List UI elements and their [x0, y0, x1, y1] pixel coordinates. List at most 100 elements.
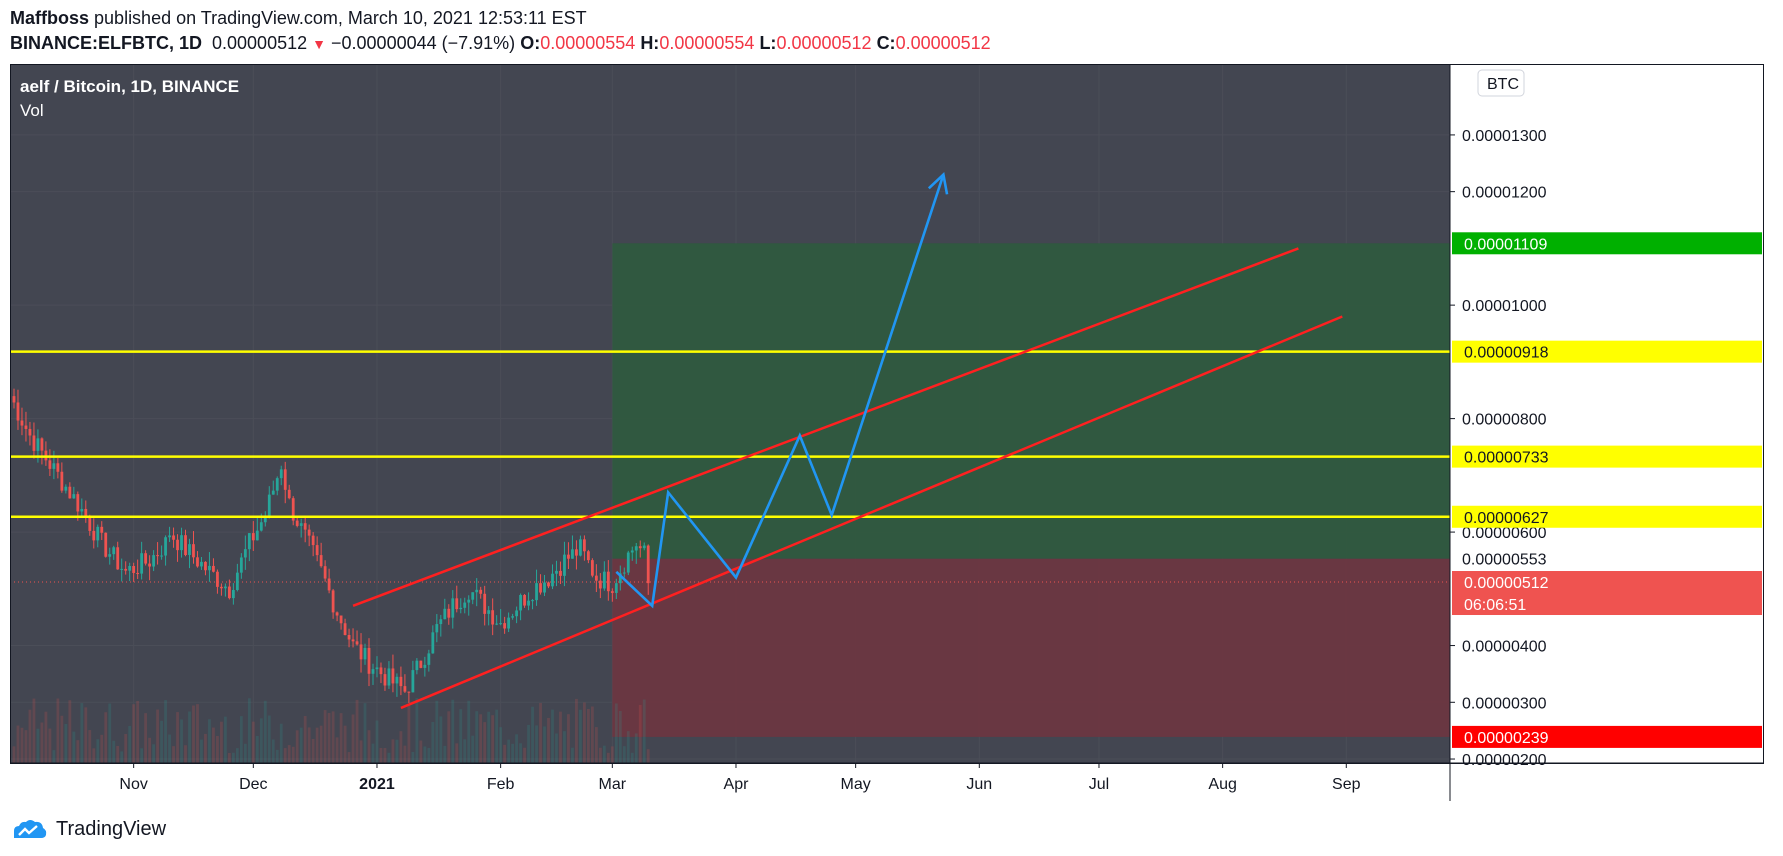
candle-body — [427, 653, 431, 665]
volume-bar — [287, 745, 291, 763]
candle-body — [363, 647, 367, 660]
candle-body — [72, 494, 76, 499]
volume-bar — [56, 698, 60, 763]
candle-body — [443, 608, 447, 620]
volume-bar — [547, 717, 550, 763]
volume-bar — [563, 731, 566, 763]
volume-bar — [543, 726, 546, 763]
candle-body — [16, 402, 20, 421]
symbol-info: BINANCE:ELFBTC, 1D 0.00000512 ▼ −0.00000… — [10, 33, 991, 54]
volume-bar — [443, 745, 447, 763]
candle-body — [335, 612, 339, 616]
volume-bar — [583, 702, 586, 763]
candle-body — [551, 573, 554, 587]
volume-bar — [467, 700, 471, 763]
candle-body — [307, 529, 311, 536]
time-tick-label: Jul — [1089, 776, 1109, 793]
candle-body — [379, 667, 383, 675]
price-chart[interactable]: 0.00001300 0.00001200 0.00001000 0.00000800… — [10, 64, 1764, 801]
candle-body — [168, 535, 171, 538]
volume-bar — [212, 727, 215, 763]
candle-body — [626, 552, 630, 573]
candle-body — [275, 478, 279, 491]
high-label: H: — [640, 33, 660, 53]
candle-body — [555, 570, 558, 574]
candle-body — [503, 623, 507, 629]
volume-bar — [559, 711, 562, 763]
volume-bar — [626, 731, 630, 763]
candle-body — [12, 396, 16, 403]
volume-bar — [499, 727, 503, 763]
candle-body — [271, 490, 275, 495]
volume-bar — [375, 720, 379, 763]
channel-upper-line — [352, 247, 1299, 608]
volume-bar — [247, 698, 251, 763]
candle-body — [594, 575, 598, 581]
brand-name[interactable]: TradingView — [56, 817, 167, 840]
volume-bar — [200, 739, 203, 763]
volume-bar — [88, 730, 92, 763]
candle-body — [136, 572, 140, 574]
candle-body — [567, 554, 570, 559]
publish-date: published on TradingView.com, March 10, … — [94, 8, 587, 28]
candle-body — [395, 676, 399, 684]
volume-bar — [323, 710, 327, 763]
candle-body — [483, 593, 487, 614]
volume-bar — [519, 743, 522, 763]
candle-body — [84, 508, 88, 518]
volume-bar — [188, 711, 191, 763]
volume-bar — [339, 713, 343, 763]
volume-bar — [343, 725, 347, 763]
volume-bar — [64, 723, 68, 763]
candle-body — [40, 438, 44, 451]
volume-bar — [160, 720, 163, 763]
publish-info: Maffboss published on TradingView.com, M… — [10, 8, 587, 29]
time-tick-label: Jun — [966, 776, 992, 793]
candle-body — [243, 549, 247, 558]
volume-bar — [315, 727, 319, 763]
stop-price-badge — [1452, 725, 1762, 748]
volume-bar — [495, 709, 499, 763]
volume-bar — [116, 746, 120, 763]
candle-body — [431, 632, 435, 654]
volume-bar — [411, 752, 415, 763]
volume-bar — [427, 747, 431, 763]
volume-bar — [359, 740, 363, 763]
volume-bar — [140, 748, 144, 763]
chart-frame[interactable]: 0.00001300 0.00001200 0.00001000 0.00000800… — [10, 64, 1764, 801]
candle-body — [112, 547, 116, 555]
volume-bar — [216, 736, 219, 763]
candle-body — [220, 586, 223, 589]
candle-body — [630, 550, 634, 553]
candle-body — [20, 420, 24, 426]
volume-bar — [72, 731, 76, 763]
candle-body — [212, 565, 215, 572]
candle-body — [634, 546, 638, 551]
volume-bar — [491, 715, 495, 763]
candle-body — [407, 691, 411, 693]
volume-bar — [168, 734, 171, 763]
volume-bar — [575, 698, 578, 763]
candle-body — [24, 425, 28, 429]
tradingview-logo-icon[interactable] — [12, 818, 48, 840]
volume-bar — [487, 711, 491, 763]
candle-body — [259, 522, 263, 531]
candle-body — [255, 530, 259, 541]
volume-bar — [255, 735, 259, 763]
candle-body — [188, 544, 191, 556]
candle-body — [319, 555, 323, 567]
candle-body — [383, 674, 387, 686]
candle-body — [172, 535, 175, 540]
candle-body — [339, 615, 343, 624]
volume-bar — [263, 700, 267, 763]
candle-body — [463, 602, 467, 608]
candle-body — [287, 489, 291, 499]
volume-bar — [80, 703, 84, 763]
candle-body — [327, 578, 331, 591]
volume-bar — [60, 715, 64, 763]
author-name[interactable]: Maffboss — [10, 8, 90, 28]
volume-bar — [319, 725, 323, 763]
volume-bar — [535, 725, 538, 763]
close-label: C: — [876, 33, 896, 53]
candle-body — [399, 676, 403, 687]
